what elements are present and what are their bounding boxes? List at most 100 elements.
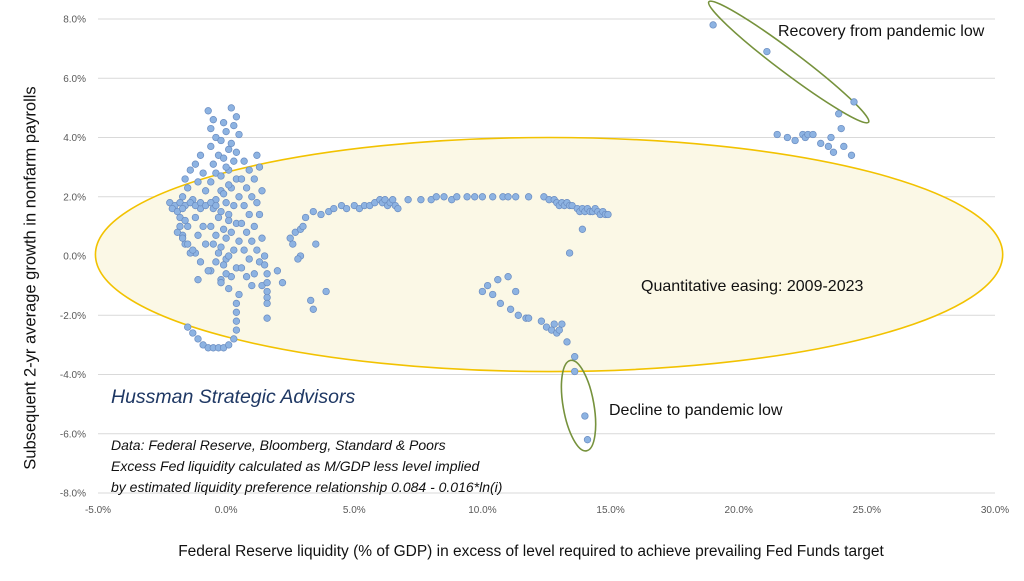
data-point <box>230 157 238 165</box>
data-point <box>250 270 258 278</box>
tick-labels: -8.0% -6.0% -4.0% -2.0% 0.0% 2.0% 4.0% 6.0% 8.0%… <box>60 15 1009 517</box>
data-point <box>850 98 858 106</box>
data-point <box>219 190 228 198</box>
data-point <box>240 201 248 210</box>
data-point <box>212 231 220 239</box>
data-point <box>219 225 228 233</box>
data-point <box>504 193 512 201</box>
data-point <box>263 287 271 296</box>
data-point <box>258 234 266 242</box>
data-point <box>230 201 238 210</box>
data-point <box>194 231 202 239</box>
x-tick-label: 5.0% <box>343 505 366 516</box>
x-tick-label: 30.0% <box>981 505 1009 516</box>
data-point <box>817 139 825 148</box>
data-point <box>453 193 461 201</box>
data-point <box>248 237 256 245</box>
data-point <box>227 228 235 236</box>
data-point <box>258 187 266 195</box>
data-point <box>227 139 235 148</box>
data-point <box>235 237 243 245</box>
data-point <box>222 234 230 242</box>
data-point <box>763 47 771 56</box>
data-point <box>581 412 589 420</box>
data-point <box>196 258 205 266</box>
data-point <box>237 264 246 272</box>
data-point <box>417 196 425 204</box>
data-point <box>217 243 225 251</box>
data-point <box>232 326 241 334</box>
data-point <box>242 228 251 236</box>
data-point <box>263 270 271 278</box>
data-point <box>189 246 197 254</box>
data-point <box>204 267 212 275</box>
data-point <box>496 299 505 308</box>
data-point <box>189 329 197 337</box>
data-point <box>489 193 497 201</box>
data-point <box>248 193 256 201</box>
data-point <box>199 222 207 231</box>
data-point <box>232 299 241 308</box>
data-point <box>225 341 233 349</box>
y-tick-label: -2.0% <box>60 311 86 322</box>
data-point <box>835 110 843 118</box>
data-point <box>847 151 856 159</box>
data-point <box>829 148 838 156</box>
data-point <box>222 270 230 278</box>
data-point <box>207 142 215 151</box>
data-point <box>604 210 612 219</box>
x-tick-label: 25.0% <box>853 505 881 516</box>
data-point <box>558 320 566 328</box>
data-point <box>506 305 515 313</box>
data-point <box>222 163 230 171</box>
recovery-ellipse <box>707 0 870 124</box>
source-note-line-1: Data: Federal Reserve, Bloomberg, Standa… <box>111 437 446 453</box>
data-point <box>255 163 264 171</box>
data-point <box>219 119 228 127</box>
data-point <box>240 157 248 165</box>
data-point <box>245 210 253 219</box>
data-point <box>242 184 251 192</box>
data-point <box>478 193 487 201</box>
data-point <box>263 314 271 322</box>
data-point <box>289 240 297 248</box>
source-note-line-2: Excess Fed liquidity calculated as M/GDP… <box>111 458 480 474</box>
data-point <box>178 193 187 201</box>
data-point <box>837 124 845 133</box>
data-point <box>478 287 487 296</box>
data-point <box>222 127 230 136</box>
data-point <box>225 252 233 260</box>
y-tick-label: -8.0% <box>60 489 86 500</box>
y-tick-label: -4.0% <box>60 370 86 381</box>
data-point <box>178 234 187 242</box>
data-point <box>317 210 325 219</box>
data-point <box>199 169 207 177</box>
data-point <box>235 290 243 299</box>
highlight-ellipses <box>94 0 1004 452</box>
data-point <box>225 181 233 189</box>
data-point <box>840 142 848 151</box>
data-point <box>222 199 230 207</box>
data-point <box>471 193 479 201</box>
qe-ellipse <box>94 136 1004 373</box>
x-tick-label: 15.0% <box>596 505 624 516</box>
data-point <box>209 160 217 168</box>
data-point <box>514 311 522 319</box>
data-point <box>512 287 520 296</box>
y-tick-label: 0.0% <box>63 252 86 263</box>
data-point <box>504 273 512 281</box>
data-point <box>232 148 241 156</box>
data-point <box>232 317 241 325</box>
data-point <box>563 338 571 346</box>
x-tick-label: 10.0% <box>468 505 496 516</box>
decline-annotation: Decline to pandemic low <box>609 402 783 419</box>
data-point <box>524 193 533 201</box>
recovery-annotation: Recovery from pandemic low <box>778 23 985 40</box>
data-point <box>322 287 330 296</box>
data-point <box>791 136 799 145</box>
source-note-line-3: by estimated liquidity preference relati… <box>111 479 503 495</box>
qe-annotation: Quantitative easing: 2009-2023 <box>641 278 864 295</box>
data-point <box>250 222 258 231</box>
